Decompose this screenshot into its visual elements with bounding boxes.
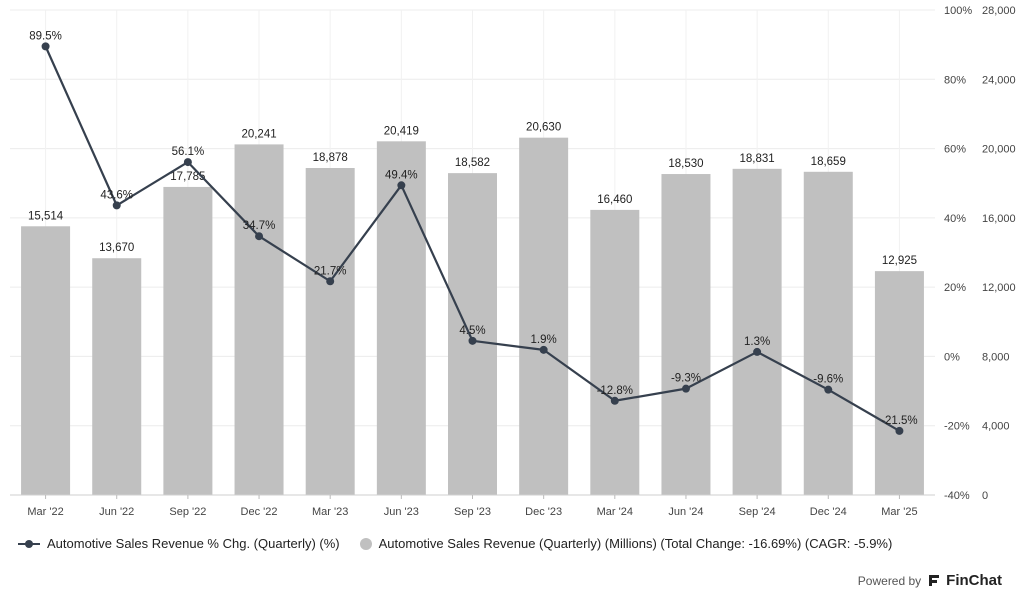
line-point [610, 396, 619, 405]
line-data-label: 89.5% [29, 30, 62, 42]
pct-axis-tick-label: 40% [944, 213, 966, 225]
line-point [41, 42, 50, 51]
line-data-label: 34.7% [243, 220, 276, 232]
line-data-label: 4.5% [459, 325, 485, 337]
bar-data-label: 17,785 [170, 171, 205, 183]
line-point [326, 277, 335, 286]
x-tick-label: Sep '24 [739, 506, 776, 518]
bar-data-label: 16,460 [597, 194, 632, 206]
powered-by[interactable]: Powered by FinChat [858, 572, 1002, 589]
line-point [681, 384, 690, 393]
chart-plot: 15,514 13,670 17,785 20,241 18,878 20,419 18,5… [10, 5, 1016, 518]
bar-data-label: 18,878 [313, 152, 348, 164]
value-axis-tick-label: 16,000 [982, 213, 1016, 225]
line-point [895, 426, 904, 435]
pct-axis-tick-label: 60% [944, 144, 966, 156]
x-tick-label: Dec '23 [525, 506, 562, 518]
line-point [255, 232, 264, 241]
x-tick-label: Mar '22 [27, 506, 63, 518]
legend-item-line[interactable]: Automotive Sales Revenue % Chg. (Quarter… [18, 536, 340, 551]
legend-item-bar[interactable]: Automotive Sales Revenue (Quarterly) (Mi… [359, 536, 893, 551]
bar-data-label: 15,514 [28, 210, 64, 222]
line-data-label: 43.6% [100, 189, 133, 201]
bar-data-label: 18,659 [811, 156, 846, 168]
value-axis-tick-label: 8,000 [982, 351, 1010, 363]
bar [21, 226, 71, 495]
line-point [539, 345, 548, 354]
value-axis-tick-label: 20,000 [982, 144, 1016, 156]
bar [590, 209, 640, 495]
pct-axis-tick-label: 80% [944, 74, 966, 86]
line-data-label: 56.1% [172, 146, 205, 158]
bar [163, 186, 213, 495]
bar [803, 171, 853, 495]
bar [661, 174, 711, 495]
line-point [753, 347, 762, 356]
line-point [183, 158, 192, 167]
line-data-label: 1.9% [531, 334, 557, 346]
x-tick-label: Jun '24 [668, 506, 703, 518]
brand-name: FinChat [946, 572, 1002, 589]
bar [448, 173, 497, 495]
value-axis-tick-label: 0 [982, 490, 988, 502]
bar [519, 137, 569, 495]
pct-axis-tick-label: 20% [944, 282, 966, 294]
bar-data-label: 13,670 [99, 242, 134, 254]
line-data-label: -9.3% [671, 373, 701, 385]
line-point [112, 201, 121, 210]
line-data-label: -9.6% [813, 374, 843, 386]
bar [732, 168, 782, 495]
legend-bar-label: Automotive Sales Revenue (Quarterly) (Mi… [378, 536, 893, 551]
line-data-label: -21.5% [881, 415, 917, 427]
pct-axis-tick-label: 0% [944, 351, 960, 363]
value-axis-tick-label: 4,000 [982, 421, 1010, 433]
line-data-label: -12.8% [597, 385, 633, 397]
x-tick-label: Mar '25 [881, 506, 917, 518]
x-tick-label: Mar '24 [597, 506, 633, 518]
line-data-label: 1.3% [744, 336, 770, 348]
x-tick-label: Mar '23 [312, 506, 348, 518]
line-point [468, 336, 477, 345]
powered-by-text: Powered by [857, 573, 922, 588]
chart-legend: Automotive Sales Revenue % Chg. (Quarter… [18, 536, 904, 551]
bar [92, 258, 142, 495]
bar-data-label: 20,419 [384, 125, 419, 137]
line-series-symbol-icon [18, 538, 40, 550]
x-tick-label: Dec '22 [241, 506, 278, 518]
x-tick-label: Jun '23 [384, 506, 419, 518]
bar-data-label: 20,241 [241, 128, 276, 140]
line-data-label: 21.7% [314, 265, 347, 277]
line-point [397, 181, 406, 190]
bar-data-label: 18,582 [455, 157, 490, 169]
value-axis-tick-label: 24,000 [982, 74, 1016, 86]
bar-data-label: 18,530 [668, 158, 703, 170]
x-tick-label: Sep '23 [454, 506, 491, 518]
x-tick-label: Dec '24 [810, 506, 847, 518]
pct-axis-tick-label: -20% [944, 421, 970, 433]
finchat-logo-icon [929, 575, 940, 586]
bar [234, 144, 284, 495]
x-tick-label: Sep '22 [169, 506, 206, 518]
bar-data-label: 12,925 [882, 255, 917, 267]
legend-line-label: Automotive Sales Revenue % Chg. (Quarter… [47, 536, 340, 551]
line-point [824, 385, 833, 394]
pct-axis-tick-label: 100% [944, 5, 972, 17]
bar [305, 168, 355, 495]
bar [874, 271, 924, 495]
value-axis-tick-label: 28,000 [982, 5, 1016, 17]
x-tick-label: Jun '22 [99, 506, 134, 518]
bar-series-symbol-icon [359, 537, 372, 550]
pct-axis-tick-label: -40% [944, 490, 970, 502]
bar-data-label: 18,831 [740, 153, 775, 165]
value-axis-tick-label: 12,000 [982, 282, 1016, 294]
line-data-label: 49.4% [385, 169, 418, 181]
bar [376, 141, 426, 495]
bar-data-label: 20,630 [526, 122, 561, 134]
